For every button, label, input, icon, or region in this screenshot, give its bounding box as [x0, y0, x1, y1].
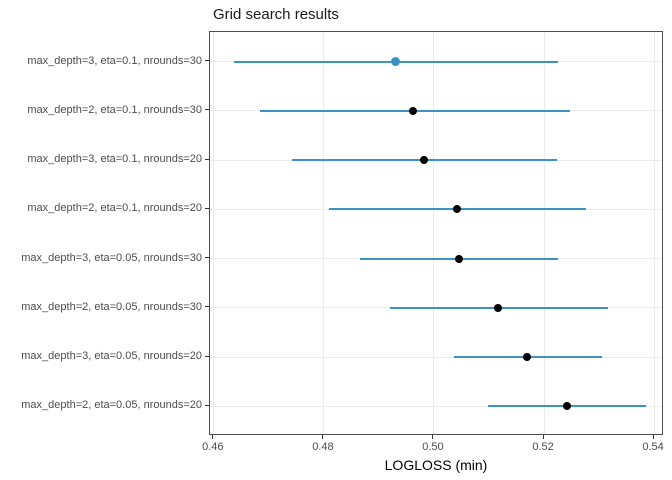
y-tick-mark: [205, 207, 209, 209]
y-axis-label: max_depth=2, eta=0.05, nrounds=20: [21, 399, 202, 412]
chart-title: Grid search results: [213, 6, 339, 23]
major-gridline-vertical: [433, 32, 435, 434]
x-tick-mark: [432, 435, 434, 439]
major-gridline-horizontal: [210, 356, 662, 358]
x-axis-tick-label: 0.48: [312, 441, 334, 453]
point-marker: [493, 303, 502, 312]
y-tick-mark: [205, 306, 209, 308]
y-tick-mark: [205, 158, 209, 160]
y-axis-label: max_depth=3, eta=0.05, nrounds=20: [21, 350, 202, 363]
best-point-marker: [390, 57, 400, 67]
y-axis-label: max_depth=3, eta=0.1, nrounds=30: [27, 54, 202, 67]
major-gridline-vertical: [213, 32, 215, 434]
major-gridline-vertical: [323, 32, 325, 434]
major-gridline-vertical: [543, 32, 545, 434]
point-marker: [522, 353, 531, 362]
x-axis-tick-label: 0.50: [422, 441, 444, 453]
point-marker: [409, 106, 418, 115]
major-gridline-horizontal: [210, 405, 662, 407]
x-tick-mark: [542, 435, 544, 439]
y-tick-mark: [205, 60, 209, 62]
x-axis-tick-label: 0.46: [202, 441, 224, 453]
y-axis-label: max_depth=2, eta=0.1, nrounds=20: [27, 202, 202, 215]
plot-panel: [209, 31, 663, 435]
point-marker: [453, 205, 462, 214]
x-axis-title: LOGLOSS (min): [384, 457, 488, 473]
x-tick-mark: [212, 435, 214, 439]
y-axis-label: max_depth=3, eta=0.05, nrounds=30: [21, 251, 202, 264]
y-tick-mark: [205, 404, 209, 406]
y-tick-mark: [205, 257, 209, 259]
y-tick-mark: [205, 109, 209, 111]
y-axis-label: max_depth=2, eta=0.05, nrounds=30: [21, 300, 202, 313]
point-marker: [419, 156, 428, 165]
y-tick-mark: [205, 355, 209, 357]
major-gridline-vertical: [653, 32, 655, 434]
y-axis-label: max_depth=3, eta=0.1, nrounds=20: [27, 153, 202, 166]
x-tick-mark: [652, 435, 654, 439]
x-tick-mark: [322, 435, 324, 439]
x-axis-tick-label: 0.54: [642, 441, 664, 453]
point-marker: [563, 402, 572, 411]
point-marker: [454, 254, 463, 263]
x-axis-tick-label: 0.52: [532, 441, 554, 453]
y-axis-label: max_depth=2, eta=0.1, nrounds=30: [27, 103, 202, 116]
